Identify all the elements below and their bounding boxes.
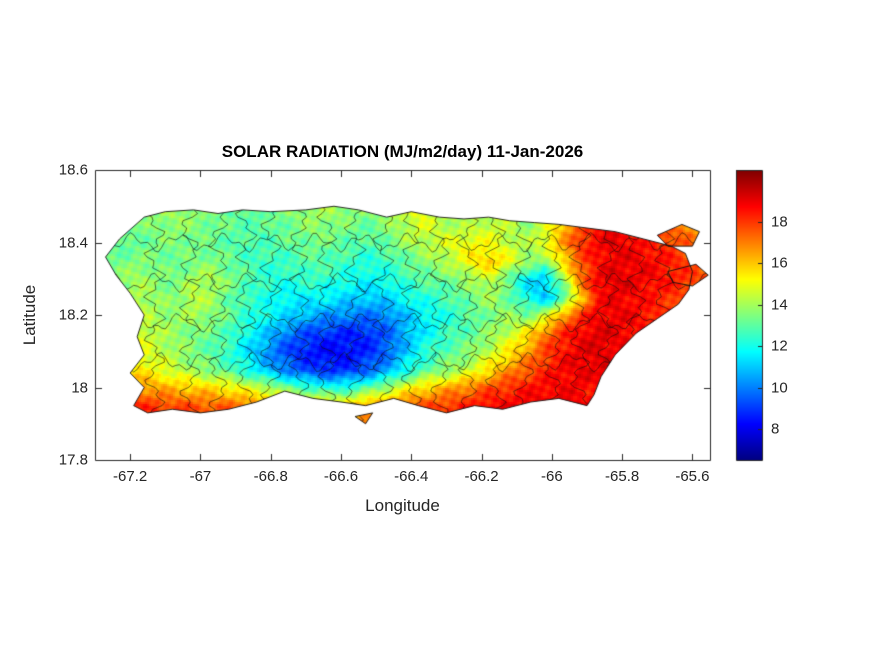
x-tick-label: -66.4	[394, 468, 429, 485]
y-tick-label: 18.4	[58, 234, 88, 251]
x-tick-label: -66.2	[464, 468, 499, 485]
x-tick-label: -67.2	[113, 468, 148, 485]
colorbar-tick-label: 10	[771, 379, 788, 396]
colorbar-tick-label: 16	[771, 254, 788, 272]
x-tick-label: -65.8	[605, 468, 640, 485]
x-tick-label: -67	[189, 468, 212, 485]
colorbar-tick-label: 8	[771, 420, 780, 438]
x-tick-label: -66.6	[323, 468, 359, 485]
x-tick-label: -65.6	[675, 468, 710, 485]
colorbar-tick-label: 14	[771, 296, 788, 314]
colorbar-tick-label: 18	[771, 213, 788, 231]
y-tick-label: 18.2	[58, 306, 88, 324]
chart-title: SOLAR RADIATION (MJ/m2/day) 11-Jan-2026	[221, 142, 584, 161]
x-tick-label: -66.8	[253, 468, 288, 485]
y-tick-label: 18	[71, 379, 88, 396]
y-tick-label: 18.6	[58, 161, 88, 179]
colorbar-tick-label: 12	[771, 337, 788, 355]
x-tick-label: -66	[541, 468, 563, 485]
x-axis-label: Longitude	[365, 496, 440, 515]
y-axis-label: Latitude	[20, 284, 39, 346]
y-tick-label: 17.8	[58, 451, 88, 469]
